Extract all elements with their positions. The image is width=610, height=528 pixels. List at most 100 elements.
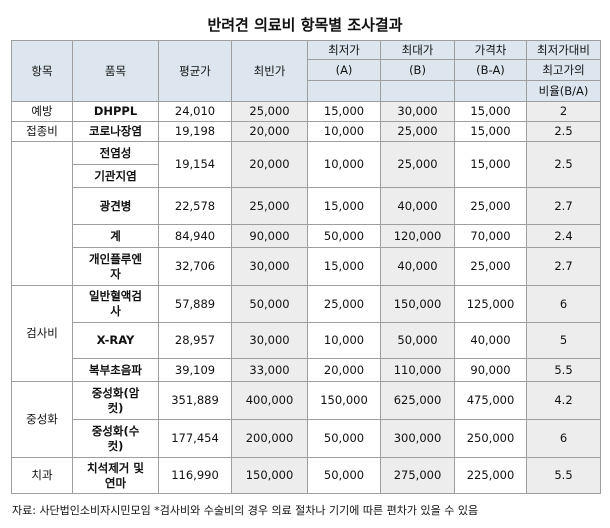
item-cell: 계 <box>72 224 159 248</box>
max-cell: 300,000 <box>380 419 455 458</box>
header-diff: 가격차 <box>454 40 527 60</box>
min-cell: 15,000 <box>307 101 381 122</box>
item-cell: 개인플루엔 자 <box>72 247 159 286</box>
diff-cell: 25,000 <box>454 247 527 286</box>
category-cell: 검사비 <box>11 285 73 382</box>
header-avg: 평균가 <box>158 40 232 102</box>
header-ratio-line3: 비율(B/A) <box>526 80 601 102</box>
mode-cell: 20,000 <box>231 121 308 142</box>
table-row: 개인플루엔 자 32,706 30,000 15,000 40,000 25,00… <box>12 247 601 286</box>
item-line1: 개인플루엔 <box>89 251 142 266</box>
ratio-cell: 5 <box>526 322 601 359</box>
max-cell: 30,000 <box>380 101 455 122</box>
table-row: 검사비 일반혈액검 사 57,889 50,000 25,000 150,000 … <box>11 285 601 382</box>
medical-cost-table: 항목 품목 평균가 최빈가 최저가 최대가 가격차 최저가대비 (A) (B) … <box>11 40 601 494</box>
diff-cell: 475,000 <box>454 381 527 420</box>
diff-cell: 250,000 <box>454 419 527 458</box>
avg-cell: 57,889 <box>158 285 232 323</box>
min-cell: 150,000 <box>307 381 381 420</box>
category-cell: 접종비 <box>11 121 73 142</box>
mode-cell: 200,000 <box>231 419 308 458</box>
table-row: 치과 치석제거 및 연마 116,990 150,000 50,000 275,0… <box>11 457 601 494</box>
ratio-cell: 4.2 <box>526 381 601 420</box>
item-cell: 치석제거 및 연마 <box>72 457 159 494</box>
avg-cell: 19,154 <box>158 141 232 188</box>
source-footnote: 자료: 사단법인소비자시민모임 *검사비와 수술비의 경우 의료 절차나 기기에… <box>12 504 479 517</box>
diff-cell: 125,000 <box>454 285 527 323</box>
table-row: 전염성 19,154 20,000 10,000 25,000 15,000 2… <box>11 141 601 286</box>
table-row: 복부초음파 39,109 33,000 20,000 110,000 90,00… <box>12 358 601 382</box>
min-cell: 50,000 <box>307 224 381 248</box>
max-cell: 625,000 <box>380 381 455 420</box>
header-blank <box>380 80 455 102</box>
item-line2: 컷) <box>107 438 124 453</box>
max-cell: 40,000 <box>380 247 455 286</box>
mode-cell: 30,000 <box>231 247 308 286</box>
avg-cell: 351,889 <box>158 381 232 420</box>
ratio-cell: 2.4 <box>526 224 601 248</box>
header-max-sub: (B) <box>380 59 455 81</box>
item-cell: DHPPL <box>72 101 159 122</box>
mode-cell: 25,000 <box>231 187 308 225</box>
avg-cell: 39,109 <box>158 358 232 382</box>
ratio-cell: 5.5 <box>526 358 601 382</box>
table-row: 광견병 22,578 25,000 15,000 40,000 25,000 2… <box>12 187 601 225</box>
item-line1: 중성화(수 <box>91 423 140 438</box>
header-diff-sub: (B-A) <box>454 59 527 81</box>
table-row: X-RAY 28,957 30,000 10,000 50,000 40,000… <box>12 322 601 359</box>
item-cell: X-RAY <box>72 322 159 359</box>
item-line2: 컷) <box>107 400 124 415</box>
table-row: 중성화(수 컷) 177,454 200,000 50,000 300,000 2… <box>12 419 601 458</box>
category-cell-empty <box>11 141 73 286</box>
ratio-cell: 2.5 <box>526 121 601 142</box>
item-cell: 일반혈액검 사 <box>72 285 159 323</box>
diff-cell: 70,000 <box>454 224 527 248</box>
header-category: 항목 <box>11 40 73 102</box>
mode-cell: 90,000 <box>231 224 308 248</box>
ratio-cell: 6 <box>526 285 601 323</box>
item-line1: 치석제거 및 <box>87 460 144 475</box>
min-cell: 50,000 <box>307 457 381 494</box>
table-row: 접종비 코로나장염 19,198 20,000 10,000 25,000 15… <box>11 121 601 142</box>
category-cell: 중성화 <box>11 381 73 458</box>
min-cell: 25,000 <box>307 285 381 323</box>
category-cell: 치과 <box>11 457 73 494</box>
mode-cell: 150,000 <box>231 457 308 494</box>
mode-cell: 50,000 <box>231 285 308 323</box>
max-cell: 150,000 <box>380 285 455 323</box>
min-cell: 15,000 <box>307 187 381 225</box>
item-line1: 일반혈액검 <box>89 289 142 303</box>
ratio-cell: 2.5 <box>526 141 601 188</box>
max-cell: 120,000 <box>380 224 455 248</box>
min-cell: 10,000 <box>307 141 381 188</box>
diff-cell: 90,000 <box>454 358 527 382</box>
item-cell: 코로나장염 <box>72 121 159 142</box>
mode-cell: 25,000 <box>231 101 308 122</box>
header-mode: 최빈가 <box>231 40 308 102</box>
item-line1: 중성화(암 <box>91 385 140 400</box>
mode-cell: 33,000 <box>231 358 308 382</box>
avg-cell: 24,010 <box>158 101 232 122</box>
item-cell-line2: 기관지염 <box>72 164 159 188</box>
header-blank <box>307 80 381 102</box>
avg-cell: 28,957 <box>158 322 232 359</box>
mode-cell: 400,000 <box>231 381 308 420</box>
item-line2: 자 <box>110 266 121 281</box>
header-blank <box>454 80 527 102</box>
min-cell: 50,000 <box>307 419 381 458</box>
item-line2: 사 <box>110 304 121 318</box>
diff-cell: 40,000 <box>454 322 527 359</box>
min-cell: 10,000 <box>307 121 381 142</box>
item-cell: 중성화(암 컷) <box>72 381 159 420</box>
mode-cell: 20,000 <box>231 141 308 188</box>
min-cell: 10,000 <box>307 322 381 359</box>
ratio-cell: 2.7 <box>526 247 601 286</box>
diff-cell: 225,000 <box>454 457 527 494</box>
item-cell: 복부초음파 <box>72 358 159 382</box>
table-row: 중성화 중성화(암 컷) 351,889 400,000 150,000 625,… <box>11 381 601 458</box>
max-cell: 25,000 <box>380 141 455 188</box>
avg-cell: 84,940 <box>158 224 232 248</box>
item-cell: 광견병 <box>72 187 159 225</box>
item-cell-line1: 전염성 <box>72 141 159 165</box>
avg-cell: 32,706 <box>158 247 232 286</box>
